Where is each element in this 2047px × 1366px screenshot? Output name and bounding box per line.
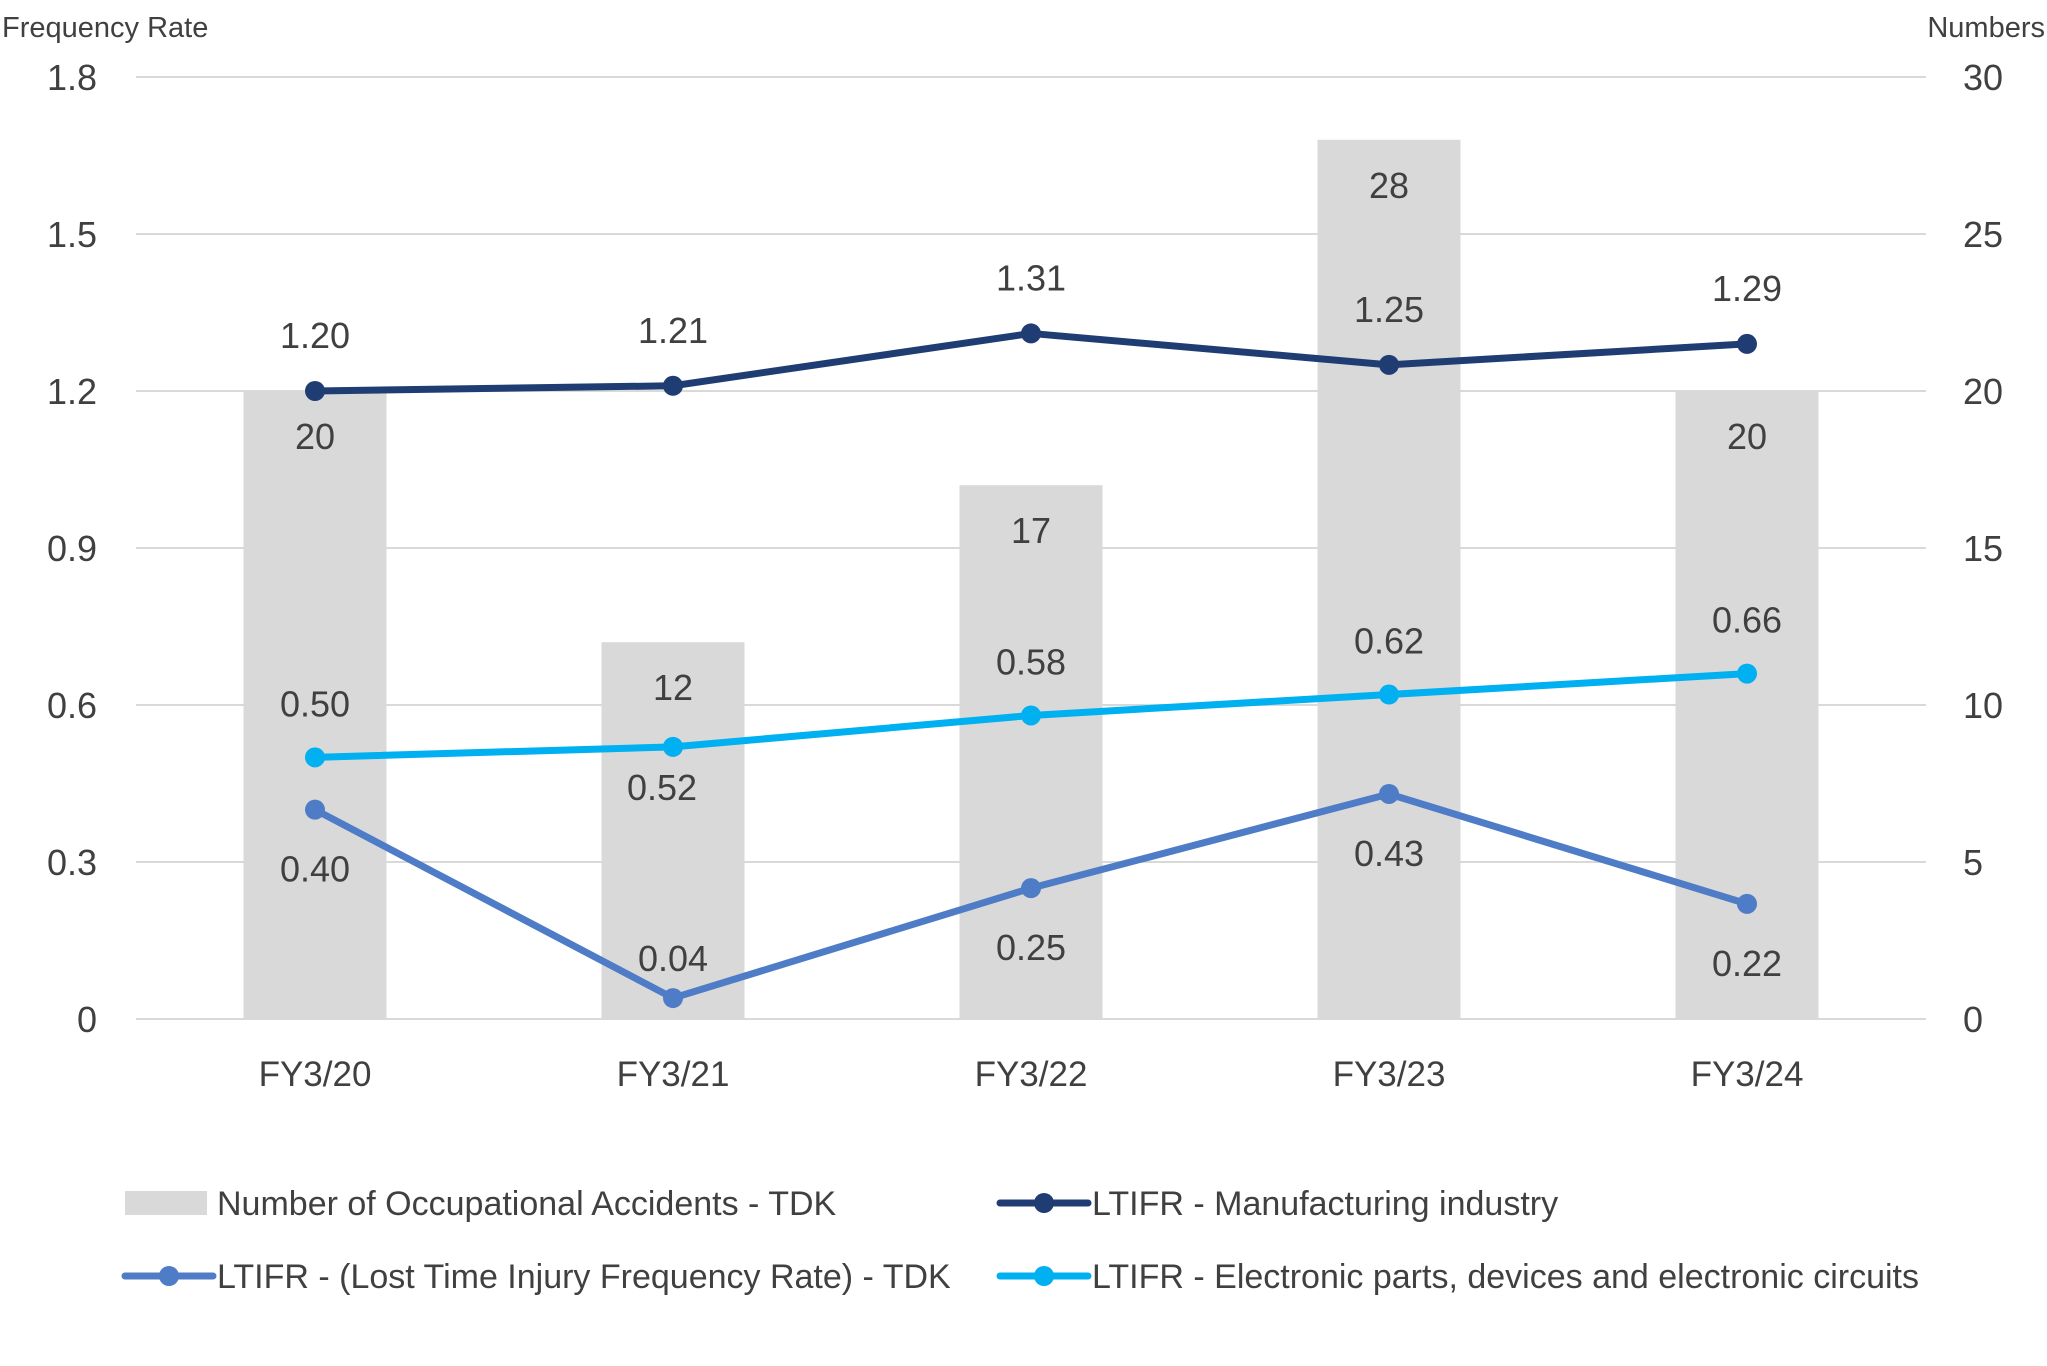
data-label: 1.20 xyxy=(280,315,350,356)
data-point xyxy=(305,381,325,401)
right-tick-label: 25 xyxy=(1963,214,2003,255)
bar xyxy=(243,391,387,1019)
data-point xyxy=(663,988,683,1009)
data-label: 0.25 xyxy=(996,927,1066,968)
legend: Number of Occupational Accidents - TDK LT… xyxy=(121,1185,1919,1296)
bar xyxy=(959,485,1103,1019)
data-point xyxy=(1379,354,1399,375)
category-label: FY3/23 xyxy=(1333,1055,1446,1094)
right-tick-label: 15 xyxy=(1963,528,2003,569)
data-label: 0.62 xyxy=(1354,621,1424,662)
data-labels: 1.20 1.21 1.31 1.25 1.29 0.50 0.52 0.58 0.62 0.66… xyxy=(280,165,1782,984)
legend-label: LTIFR - Manufacturing industry xyxy=(1092,1185,1558,1223)
data-label: 1.31 xyxy=(996,257,1066,298)
left-tick-label: 0 xyxy=(77,999,97,1040)
category-label: FY3/24 xyxy=(1691,1055,1804,1094)
data-label: 0.50 xyxy=(280,683,350,724)
category-label: FY3/21 xyxy=(617,1055,730,1094)
legend-swatch-bar xyxy=(125,1191,207,1215)
bar-value-label: 20 xyxy=(295,416,335,457)
bar xyxy=(1317,139,1461,1020)
left-tick-label: 1.8 xyxy=(47,57,97,98)
legend-swatch-marker xyxy=(1034,1193,1054,1213)
legend-swatch-marker xyxy=(1034,1266,1054,1286)
data-label: 0.22 xyxy=(1712,943,1782,984)
left-tick-label: 0.9 xyxy=(47,528,97,569)
data-point xyxy=(663,736,683,757)
right-tick-label: 0 xyxy=(1963,999,1983,1040)
right-tick-label: 10 xyxy=(1963,685,2003,726)
right-tick-label: 20 xyxy=(1963,371,2003,412)
data-label: 0.04 xyxy=(638,938,708,979)
right-tick-label: 30 xyxy=(1963,57,2003,98)
bars xyxy=(243,139,1819,1020)
right-axis-title: Numbers xyxy=(1927,12,2045,44)
data-label: 0.52 xyxy=(627,767,697,808)
axes: Frequency Rate Numbers 0 0.3 0.6 0.9 1.2 1.5 1… xyxy=(2,12,2045,1094)
bar-value-label: 28 xyxy=(1369,165,1409,206)
data-label: 1.21 xyxy=(638,310,708,351)
data-label: 0.66 xyxy=(1712,600,1782,641)
left-tick-label: 0.6 xyxy=(47,685,97,726)
data-point xyxy=(1021,705,1041,726)
data-point xyxy=(1737,333,1757,354)
data-label: 1.25 xyxy=(1354,289,1424,330)
data-point xyxy=(663,375,683,396)
data-point xyxy=(1737,663,1757,684)
bar xyxy=(1675,391,1819,1019)
legend-swatch-marker xyxy=(159,1266,179,1286)
left-tick-label: 0.3 xyxy=(47,842,97,883)
data-point xyxy=(1379,783,1399,804)
data-point xyxy=(305,747,325,768)
category-label: FY3/22 xyxy=(975,1055,1088,1094)
legend-label: Number of Occupational Accidents - TDK xyxy=(217,1185,837,1223)
bar xyxy=(601,642,745,1019)
data-point xyxy=(1379,684,1399,705)
left-tick-label: 1.2 xyxy=(47,371,97,412)
data-point xyxy=(1021,323,1041,344)
right-tick-label: 5 xyxy=(1963,842,1983,883)
legend-label: LTIFR - Electronic parts, devices and el… xyxy=(1092,1258,1919,1296)
series-lines xyxy=(305,323,1757,1009)
category-label: FY3/20 xyxy=(259,1055,372,1094)
data-point xyxy=(1021,878,1041,899)
bar-value-label: 20 xyxy=(1727,416,1767,457)
data-label: 1.29 xyxy=(1712,268,1782,309)
data-label: 0.43 xyxy=(1354,833,1424,874)
data-point xyxy=(305,799,325,820)
data-point xyxy=(1737,893,1757,914)
bar-value-label: 17 xyxy=(1011,510,1051,551)
bar-value-label: 12 xyxy=(653,667,693,708)
legend-label: LTIFR - (Lost Time Injury Frequency Rate… xyxy=(217,1258,951,1296)
data-label: 0.40 xyxy=(280,849,350,890)
left-tick-label: 1.5 xyxy=(47,214,97,255)
data-label: 0.58 xyxy=(996,641,1066,682)
left-axis-title: Frequency Rate xyxy=(2,12,208,44)
